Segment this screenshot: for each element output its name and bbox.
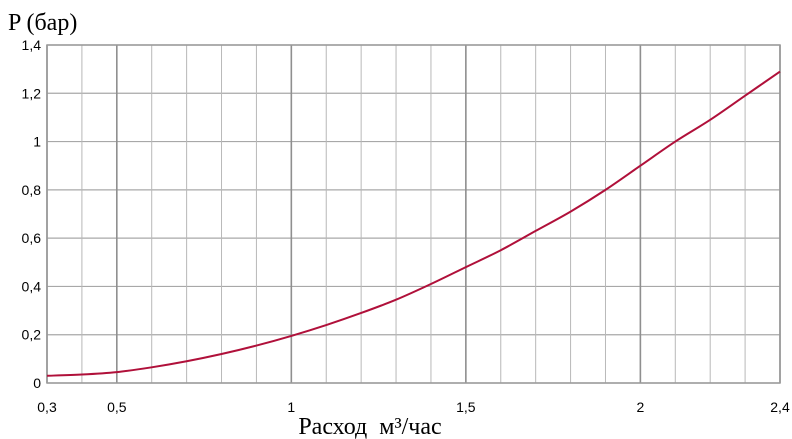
major-grid	[46, 45, 781, 383]
plot-frame	[46, 44, 781, 384]
y-tick-label: 1,2	[22, 85, 42, 101]
x-tick-label: 2,4	[770, 399, 790, 415]
y-tick-label: 0,4	[22, 278, 42, 294]
x-tick-labels: 0,3 0,5 1 1,5 2 2,4	[37, 399, 790, 415]
y-tick-labels: 0 0,2 0,4 0,6 0,8 1 1,2 1,4	[22, 37, 42, 391]
x-axis-title: Расход м³/час	[298, 414, 441, 439]
series-layer	[46, 70, 781, 377]
x-tick-label: 1	[287, 399, 295, 415]
x-tick-label: 1,5	[456, 399, 476, 415]
y-tick-label: 1,4	[22, 37, 42, 53]
y-tick-label: 0,2	[22, 327, 42, 343]
series-line	[46, 70, 781, 377]
y-tick-label: 0	[33, 375, 41, 391]
x-tick-label: 0,3	[37, 399, 57, 415]
y-tick-label: 0,8	[22, 182, 42, 198]
y-axis-title: P (бар)	[8, 10, 77, 36]
minor-grid	[46, 44, 781, 384]
x-tick-label: 0,5	[107, 399, 127, 415]
x-tick-label: 2	[636, 399, 644, 415]
y-tick-label: 1	[33, 134, 41, 150]
y-tick-label: 0,6	[22, 230, 42, 246]
